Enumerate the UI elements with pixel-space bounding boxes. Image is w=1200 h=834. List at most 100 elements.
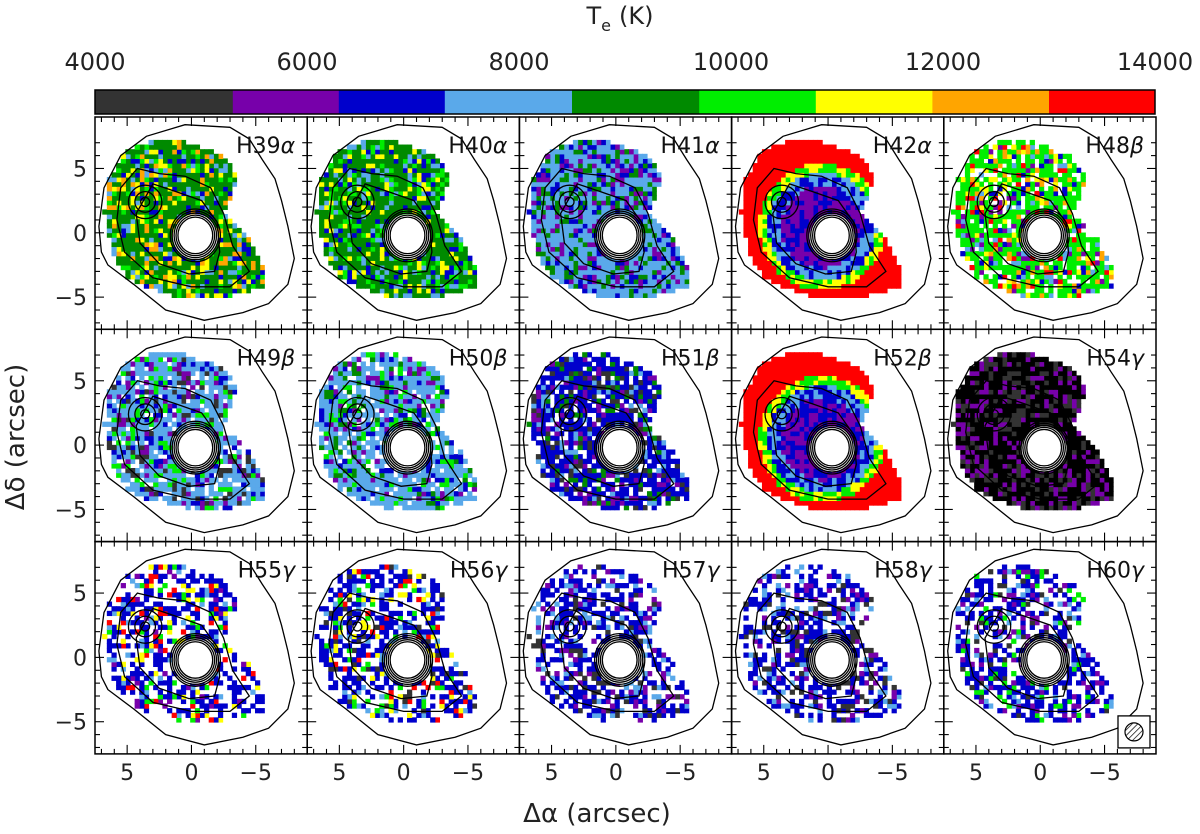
temp-pixel bbox=[775, 251, 782, 257]
temp-pixel bbox=[116, 241, 122, 248]
temp-pixel bbox=[199, 412, 205, 418]
temp-pixel bbox=[360, 209, 366, 215]
temp-pixel bbox=[1076, 227, 1082, 234]
temp-pixel bbox=[171, 283, 177, 289]
temp-pixel bbox=[812, 269, 819, 275]
temp-pixel bbox=[679, 283, 685, 289]
temp-pixel bbox=[549, 241, 555, 248]
temp-pixel bbox=[129, 167, 136, 173]
temp-pixel bbox=[1029, 139, 1035, 146]
temp-pixel bbox=[153, 214, 159, 220]
temp-pixel bbox=[859, 200, 865, 206]
temp-pixel bbox=[176, 421, 182, 427]
temp-pixel bbox=[854, 176, 860, 183]
temp-pixel bbox=[540, 190, 546, 197]
temp-pixel bbox=[190, 181, 196, 187]
temp-pixel bbox=[586, 176, 593, 183]
temp-pixel bbox=[439, 172, 445, 178]
temp-pixel bbox=[120, 255, 126, 261]
temp-pixel bbox=[1011, 246, 1017, 252]
temp-pixel bbox=[845, 255, 851, 261]
temp-pixel bbox=[194, 495, 201, 502]
temp-pixel bbox=[208, 477, 214, 483]
emission-pixels bbox=[526, 139, 690, 298]
temp-pixel bbox=[111, 195, 117, 201]
temp-pixel bbox=[775, 153, 782, 160]
temp-pixel bbox=[586, 227, 593, 234]
temp-pixel bbox=[120, 163, 126, 169]
temp-pixel bbox=[803, 237, 809, 243]
temp-pixel bbox=[831, 158, 837, 164]
temp-pixel bbox=[254, 477, 261, 483]
temp-pixel bbox=[153, 444, 159, 451]
central-contour bbox=[599, 214, 640, 257]
temp-pixel bbox=[167, 181, 173, 187]
temp-pixel bbox=[623, 274, 630, 280]
temp-pixel bbox=[761, 158, 768, 164]
temp-pixel bbox=[582, 158, 588, 164]
temp-pixel bbox=[822, 163, 828, 169]
temp-pixel bbox=[605, 139, 611, 146]
temp-pixel bbox=[139, 237, 145, 243]
temp-pixel bbox=[180, 163, 187, 169]
temp-pixel bbox=[1057, 283, 1063, 289]
temp-pixel bbox=[134, 468, 140, 474]
temp-pixel bbox=[596, 200, 602, 206]
temp-pixel bbox=[332, 153, 339, 160]
temp-pixel bbox=[374, 163, 380, 169]
temp-pixel bbox=[425, 278, 431, 285]
temp-pixel bbox=[619, 264, 625, 271]
temp-pixel bbox=[794, 181, 800, 187]
temp-pixel bbox=[379, 209, 385, 215]
temp-pixel bbox=[416, 260, 422, 266]
temp-pixel bbox=[637, 223, 643, 229]
temp-pixel bbox=[983, 167, 989, 173]
temp-pixel bbox=[586, 218, 593, 224]
temp-pixel bbox=[180, 384, 187, 390]
temp-pixel bbox=[1103, 283, 1110, 289]
temp-pixel bbox=[217, 172, 224, 178]
temp-pixel bbox=[1048, 200, 1054, 206]
temp-pixel bbox=[342, 204, 348, 210]
temp-pixel bbox=[1029, 163, 1035, 169]
temp-pixel bbox=[812, 274, 819, 280]
temp-pixel bbox=[157, 251, 163, 257]
temp-pixel bbox=[596, 260, 602, 266]
temp-pixel bbox=[808, 264, 814, 271]
temp-pixel bbox=[854, 288, 860, 294]
temp-pixel bbox=[978, 246, 985, 252]
temp-pixel bbox=[785, 186, 791, 192]
temp-pixel bbox=[798, 218, 805, 224]
temp-pixel bbox=[222, 223, 228, 229]
temp-pixel bbox=[771, 144, 777, 150]
temp-pixel bbox=[129, 375, 136, 381]
temp-pixel bbox=[568, 237, 574, 243]
temp-pixel bbox=[572, 186, 579, 192]
temp-pixel bbox=[1089, 241, 1096, 248]
temp-pixel bbox=[563, 218, 569, 224]
temp-pixel bbox=[139, 384, 145, 390]
temp-pixel bbox=[646, 278, 653, 285]
temp-pixel bbox=[577, 144, 583, 150]
temp-pixel bbox=[148, 255, 154, 261]
temp-pixel bbox=[217, 260, 224, 266]
temp-pixel bbox=[254, 481, 261, 488]
temp-pixel bbox=[535, 204, 542, 210]
temp-pixel bbox=[434, 223, 441, 229]
temp-pixel bbox=[591, 288, 597, 294]
temp-pixel bbox=[596, 209, 602, 215]
temp-pixel bbox=[642, 167, 648, 173]
temp-pixel bbox=[467, 283, 473, 289]
temp-pixel bbox=[1038, 190, 1045, 197]
temp-pixel bbox=[125, 223, 131, 229]
temp-pixel bbox=[614, 269, 620, 275]
temp-pixel bbox=[217, 278, 224, 285]
temp-pixel bbox=[393, 149, 399, 155]
temp-pixel bbox=[323, 251, 329, 257]
temp-pixel bbox=[245, 468, 251, 474]
temp-pixel bbox=[222, 481, 228, 488]
temp-pixel bbox=[379, 214, 385, 220]
temp-pixel bbox=[849, 190, 856, 197]
temp-pixel bbox=[789, 172, 795, 178]
temp-pixel bbox=[577, 269, 583, 275]
